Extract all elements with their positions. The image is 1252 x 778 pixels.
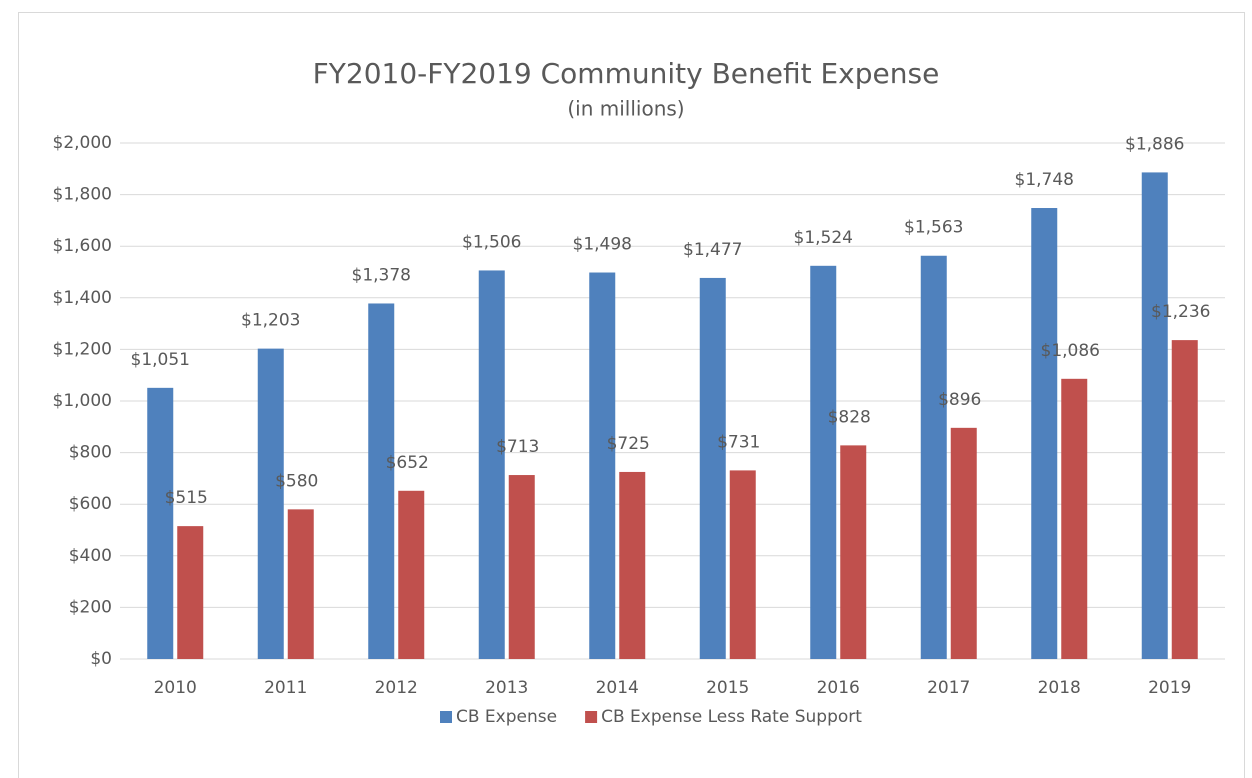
x-tick-label: 2010 bbox=[154, 678, 197, 698]
legend-swatch bbox=[585, 711, 598, 723]
bar bbox=[950, 427, 977, 659]
x-tick-label: 2016 bbox=[817, 678, 860, 698]
data-label: $515 bbox=[165, 488, 208, 508]
data-label: $713 bbox=[496, 437, 539, 457]
data-label: $580 bbox=[275, 471, 318, 491]
bar bbox=[478, 270, 505, 659]
y-tick-label: $2,000 bbox=[53, 133, 112, 153]
data-label: $1,203 bbox=[241, 311, 300, 331]
chart-title: FY2010-FY2019 Community Benefit Expense bbox=[313, 57, 940, 90]
data-label: $1,086 bbox=[1041, 341, 1100, 361]
bar bbox=[810, 265, 837, 659]
bar bbox=[920, 255, 947, 659]
data-label: $1,748 bbox=[1015, 170, 1074, 190]
bar bbox=[368, 303, 395, 659]
data-label: $1,524 bbox=[794, 228, 853, 248]
data-label: $725 bbox=[607, 434, 650, 454]
bar bbox=[287, 509, 314, 659]
data-label: $1,506 bbox=[462, 232, 521, 252]
bar bbox=[699, 277, 726, 659]
bar bbox=[1171, 340, 1198, 659]
y-tick-label: $1,200 bbox=[53, 339, 112, 359]
data-label: $1,886 bbox=[1125, 134, 1184, 154]
x-tick-label: 2015 bbox=[706, 678, 749, 698]
bar bbox=[589, 272, 616, 659]
data-label: $828 bbox=[828, 407, 871, 427]
y-tick-label: $0 bbox=[90, 649, 112, 669]
y-tick-label: $800 bbox=[69, 443, 112, 463]
y-tick-label: $1,600 bbox=[53, 236, 112, 256]
bar bbox=[508, 475, 535, 659]
y-tick-label: $200 bbox=[69, 597, 112, 617]
data-label: $652 bbox=[386, 453, 429, 473]
legend-label: CB Expense Less Rate Support bbox=[601, 707, 862, 727]
x-tick-label: 2012 bbox=[375, 678, 418, 698]
data-label: $1,563 bbox=[904, 218, 963, 238]
bar bbox=[729, 470, 756, 659]
bar bbox=[398, 490, 425, 659]
y-tick-label: $400 bbox=[69, 546, 112, 566]
data-label: $896 bbox=[938, 390, 981, 410]
data-label: $1,477 bbox=[683, 240, 742, 260]
bar bbox=[1061, 378, 1088, 659]
x-tick-label: 2017 bbox=[927, 678, 970, 698]
x-tick-label: 2014 bbox=[596, 678, 639, 698]
data-label: $1,236 bbox=[1151, 302, 1210, 322]
bar bbox=[257, 348, 284, 659]
bar bbox=[1141, 172, 1168, 660]
legend-swatch bbox=[440, 711, 452, 723]
bar bbox=[177, 526, 204, 659]
data-label: $1,378 bbox=[352, 265, 411, 285]
x-tick-label: 2019 bbox=[1148, 678, 1191, 698]
y-tick-label: $1,400 bbox=[53, 288, 112, 308]
bar bbox=[840, 445, 867, 659]
data-label: $731 bbox=[717, 432, 760, 452]
y-tick-label: $600 bbox=[69, 494, 112, 514]
y-tick-label: $1,000 bbox=[53, 391, 112, 411]
x-tick-label: 2013 bbox=[485, 678, 528, 698]
bar bbox=[147, 387, 174, 659]
x-tick-label: 2011 bbox=[264, 678, 307, 698]
chart-subtitle: (in millions) bbox=[567, 97, 684, 121]
legend-label: CB Expense bbox=[456, 707, 557, 727]
x-tick-label: 2018 bbox=[1038, 678, 1081, 698]
data-label: $1,051 bbox=[131, 350, 190, 370]
data-label: $1,498 bbox=[573, 235, 632, 255]
bar bbox=[1031, 208, 1058, 660]
bar bbox=[619, 471, 646, 659]
chart-border bbox=[18, 12, 1245, 778]
y-tick-label: $1,800 bbox=[53, 185, 112, 205]
